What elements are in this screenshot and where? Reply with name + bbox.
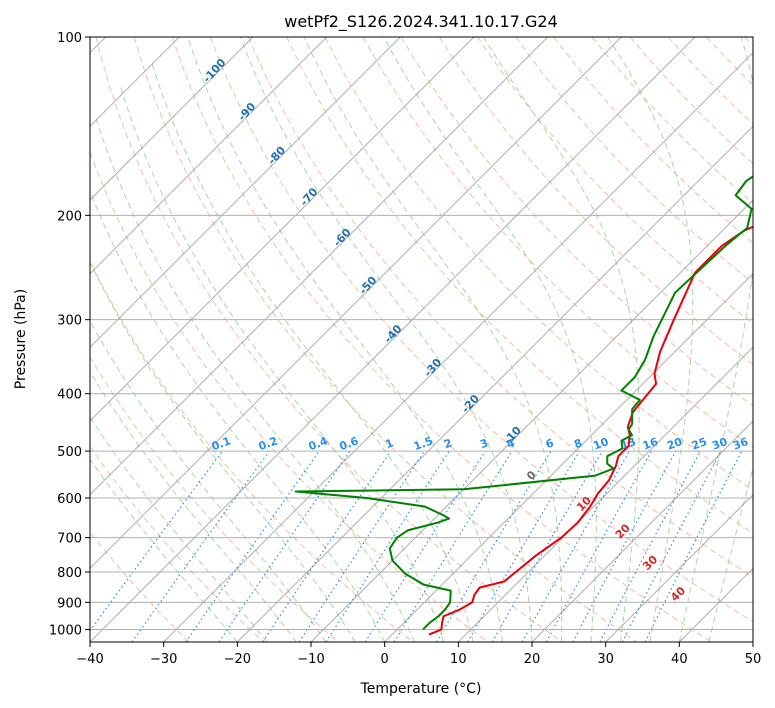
y-tick-label: 700 bbox=[57, 532, 82, 547]
moist-adiabat-line bbox=[678, 37, 753, 642]
x-tick-label: 0 bbox=[381, 652, 389, 667]
chart-title: wetPf2_S126.2024.341.10.17.G24 bbox=[284, 12, 558, 32]
mixing-ratio-label: 1.5 bbox=[412, 434, 435, 453]
dewpoint-profile-line bbox=[294, 175, 753, 631]
moist-adiabat-line bbox=[383, 37, 597, 642]
background-lines bbox=[90, 37, 753, 642]
y-tick-label: 800 bbox=[57, 566, 82, 581]
x-tick-label: 50 bbox=[745, 652, 762, 667]
moist-adiabat-line bbox=[90, 260, 356, 642]
moist-adiabat-line bbox=[90, 416, 268, 642]
x-tick-label: 20 bbox=[524, 652, 541, 667]
y-tick-label: 1000 bbox=[49, 623, 82, 638]
x-tick-label: −10 bbox=[297, 652, 324, 667]
y-axis: 100 200 300 400 500 600 700 800 900 1000 bbox=[49, 31, 90, 638]
mixing-ratio-label: 1 bbox=[384, 436, 396, 451]
x-tick-label: 30 bbox=[597, 652, 614, 667]
dry-adiabat-line bbox=[133, 37, 638, 642]
y-tick-label: 200 bbox=[57, 209, 82, 224]
mixing-ratio-label: 0.2 bbox=[257, 434, 280, 453]
mixing-ratio-line bbox=[218, 450, 351, 642]
mixing-ratio-label: 36 bbox=[731, 435, 750, 453]
mixing-ratio-line bbox=[435, 450, 552, 642]
moist-adiabat-line bbox=[239, 37, 533, 642]
mixing-ratio-label: 16 bbox=[641, 435, 660, 453]
isotherm-line bbox=[90, 37, 328, 275]
mixing-ratio-label: 0.6 bbox=[338, 434, 361, 453]
dry-adiabat-line bbox=[477, 37, 753, 325]
x-tick-label: −30 bbox=[150, 652, 177, 667]
x-tick-label: −40 bbox=[76, 652, 103, 667]
moist-adiabat-line bbox=[90, 370, 297, 642]
isotherm-line bbox=[310, 199, 753, 642]
y-tick-label: 100 bbox=[57, 31, 82, 46]
moist-adiabat-line bbox=[482, 37, 640, 642]
dry-adiabat-line bbox=[439, 37, 753, 366]
mixing-ratio-label: 6 bbox=[544, 436, 556, 451]
mixing-ratio-line bbox=[466, 450, 580, 642]
moist-adiabat-line bbox=[708, 466, 753, 642]
mixing-ratio-label: 25 bbox=[690, 435, 709, 452]
mixing-ratio-label: 0.4 bbox=[307, 434, 330, 453]
mixing-ratio-line bbox=[131, 450, 270, 642]
mixing-ratio-line bbox=[572, 450, 677, 642]
dry-adiabat-line bbox=[90, 445, 264, 642]
mixing-ratio-line bbox=[262, 450, 392, 642]
mixing-ratio-label: 20 bbox=[665, 435, 684, 453]
mixing-ratio-line bbox=[393, 450, 513, 642]
moist-adiabat-line bbox=[187, 37, 504, 642]
profile-lines bbox=[294, 175, 753, 636]
isotherm-line bbox=[384, 272, 753, 642]
y-tick-label: 600 bbox=[57, 492, 82, 507]
x-axis-title: Temperature (°C) bbox=[360, 681, 482, 697]
isotherm-line bbox=[90, 37, 696, 642]
isotherm-line bbox=[90, 37, 622, 570]
mixing-ratio-label: 10 bbox=[591, 435, 610, 453]
dry-adiabat-line bbox=[90, 150, 488, 642]
isotherm-line bbox=[236, 125, 753, 642]
x-axis: −40 −30 −20 −10 0 10 20 30 40 50 bbox=[76, 642, 761, 667]
x-tick-label: 40 bbox=[671, 652, 688, 667]
mixing-ratio-label: 4 bbox=[505, 436, 517, 451]
moist-adiabat-line bbox=[90, 319, 327, 642]
isotherm-line bbox=[90, 37, 549, 496]
y-tick-label: 300 bbox=[57, 314, 82, 329]
moist-adiabat-line bbox=[607, 37, 694, 642]
mixing-ratio-line bbox=[185, 450, 320, 642]
mixing-ratio-label: 2 bbox=[442, 436, 454, 451]
isotherm-line bbox=[90, 37, 401, 349]
y-axis-title: Pressure (hPa) bbox=[13, 289, 29, 389]
dry-adiabat-line bbox=[210, 37, 753, 623]
mixing-ratio-line bbox=[599, 450, 702, 642]
plot-area bbox=[90, 37, 753, 642]
isotherm-line bbox=[90, 37, 254, 201]
isotherm-line bbox=[90, 37, 475, 422]
y-tick-label: 900 bbox=[57, 596, 82, 611]
mixing-ratio-line bbox=[325, 450, 450, 642]
mixing-ratio-label: 3 bbox=[478, 436, 490, 451]
isotherm-line bbox=[605, 493, 753, 642]
moist-adiabat-line bbox=[303, 37, 563, 642]
plot-frame bbox=[89, 36, 754, 643]
mixing-ratio-line bbox=[364, 450, 486, 642]
x-tick-label: 10 bbox=[450, 652, 467, 667]
isotherm-line bbox=[163, 51, 753, 642]
y-tick-label: 500 bbox=[57, 445, 82, 460]
mixing-ratio-label: 8 bbox=[572, 436, 584, 451]
dry-adiabat-line bbox=[248, 37, 753, 578]
isotherm-line bbox=[531, 420, 753, 642]
isotherm-line bbox=[457, 346, 753, 642]
mixing-ratio-label: 30 bbox=[710, 435, 729, 453]
mixing-ratio-label: 0.1 bbox=[210, 434, 233, 453]
x-tick-label: −20 bbox=[224, 652, 251, 667]
y-tick-label: 400 bbox=[57, 388, 82, 403]
dry-adiabat-line bbox=[324, 37, 753, 491]
dry-adiabat-line bbox=[90, 356, 339, 642]
mixing-ratio-line bbox=[298, 450, 425, 642]
dry-adiabat-line bbox=[95, 37, 563, 642]
